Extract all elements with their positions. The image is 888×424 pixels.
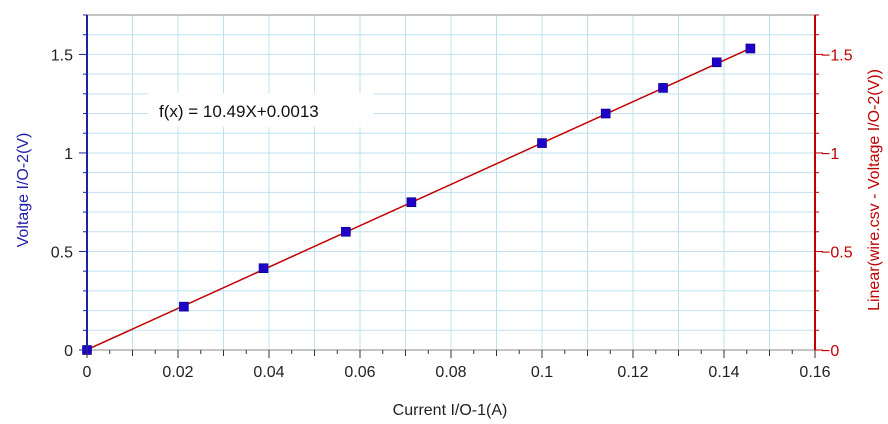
x-tick-label: 0.1 (531, 364, 553, 381)
y-tick-label: 1.5 (51, 47, 73, 64)
data-point (711, 57, 722, 68)
y-tick-label: 1 (64, 146, 73, 163)
y-axis-label: Voltage I/O-2(V) (15, 133, 32, 248)
data-point (658, 83, 668, 93)
data-point (341, 226, 351, 237)
fit-layer (86, 47, 751, 351)
y2-axis-ticks: −0 −0.5 −1 −1.5 (815, 14, 853, 360)
x-tick-label: 0.06 (344, 364, 375, 381)
data-point (600, 108, 611, 119)
fit-equation-annotation: f(x) = 10.49X+0.0013 (159, 102, 319, 121)
fit-line (86, 47, 751, 351)
y2-tick-label: −0.5 (821, 244, 853, 261)
x-tick-label: 0.14 (708, 364, 739, 381)
annotation-box (148, 93, 374, 127)
data-point (406, 197, 417, 208)
y2-axis-label: Linear(wire.csv - Voltage I/O-2(V)) (866, 69, 883, 311)
data-point (745, 43, 756, 54)
x-tick-label: 0.02 (162, 364, 193, 381)
x-tick-label: 0 (83, 364, 92, 381)
x-tick-label: 0.12 (617, 364, 648, 381)
x-axis-label: Current I/O-1(A) (393, 402, 508, 419)
x-axis-ticks: 0 0.02 0.04 0.06 0.08 0.1 0.12 0.14 0.16 (83, 350, 831, 381)
data-point (537, 138, 547, 148)
x-tick-label: 0.08 (435, 364, 466, 381)
x-tick-label: 0.16 (799, 364, 830, 381)
y2-tick-label: −0 (821, 343, 839, 360)
y-axis-ticks: 0 0.5 1 1.5 (51, 14, 87, 360)
data-point (179, 301, 189, 312)
y2-tick-label: −1.5 (821, 47, 853, 64)
data-point (258, 263, 269, 274)
x-tick-label: 0.04 (253, 364, 284, 381)
y2-tick-label: −1 (821, 146, 839, 163)
y-tick-label: 0 (64, 343, 73, 360)
y-tick-label: 0.5 (51, 244, 73, 261)
